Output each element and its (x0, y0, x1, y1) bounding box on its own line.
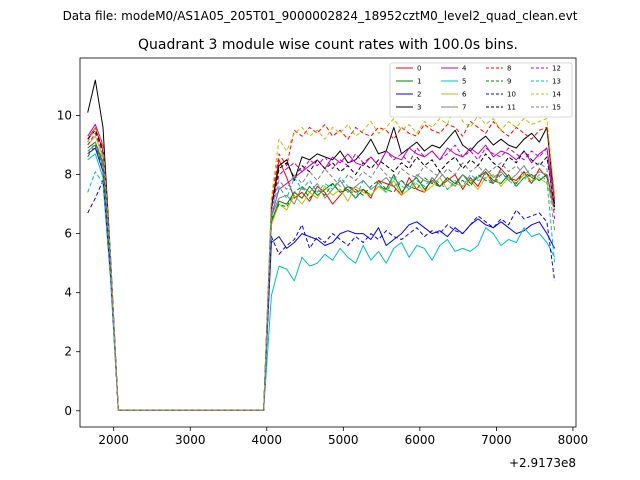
legend-label-3: 3 (417, 104, 421, 112)
y-tick-label: 2 (64, 345, 72, 359)
legend-label-12: 12 (552, 65, 561, 73)
legend-label-1: 1 (417, 78, 421, 86)
y-tick-label: 8 (64, 168, 72, 182)
series-line-12 (87, 132, 556, 411)
y-tick-label: 4 (64, 286, 72, 300)
x-tick-label: 3000 (175, 433, 206, 447)
x-tick-label: 2000 (98, 433, 129, 447)
series-line-14 (87, 103, 556, 411)
y-tick-label: 6 (64, 227, 72, 241)
legend-label-9: 9 (507, 78, 511, 86)
legend-label-2: 2 (417, 91, 421, 99)
legend-label-6: 6 (462, 91, 467, 99)
legend-label-14: 14 (552, 91, 561, 99)
plot-series-group (87, 79, 556, 411)
legend-label-10: 10 (507, 91, 516, 99)
legend-label-11: 11 (507, 104, 516, 112)
legend-label-7: 7 (462, 104, 466, 112)
x-tick-label: 6000 (405, 433, 436, 447)
series-line-15 (87, 141, 556, 411)
chart-title: Quadrant 3 module wise count rates with … (138, 37, 518, 53)
x-tick-label: 5000 (328, 433, 359, 447)
x-offset-label: +2.9173e8 (509, 456, 576, 470)
legend-label-5: 5 (462, 78, 466, 86)
legend-label-4: 4 (462, 65, 467, 73)
y-tick-label: 10 (57, 109, 72, 123)
legend-label-15: 15 (552, 104, 561, 112)
x-tick-label: 4000 (251, 433, 282, 447)
legend-frame (389, 62, 573, 118)
axes-frame (79, 57, 577, 428)
x-tick-label: 8000 (558, 433, 589, 447)
series-line-13 (87, 171, 556, 411)
legend-label-8: 8 (507, 65, 511, 73)
legend-label-0: 0 (417, 65, 421, 73)
x-tick-label: 7000 (481, 433, 512, 447)
axes-ticks-group: 2000 3000 4000 5000 6000 7000 8000 0 2 4 6 8 10 (57, 109, 588, 447)
y-tick-label: 0 (64, 404, 72, 418)
legend-label-13: 13 (552, 78, 561, 86)
data-file-label: Data file: modeM0/AS1A05_205T01_90000028… (63, 9, 578, 23)
